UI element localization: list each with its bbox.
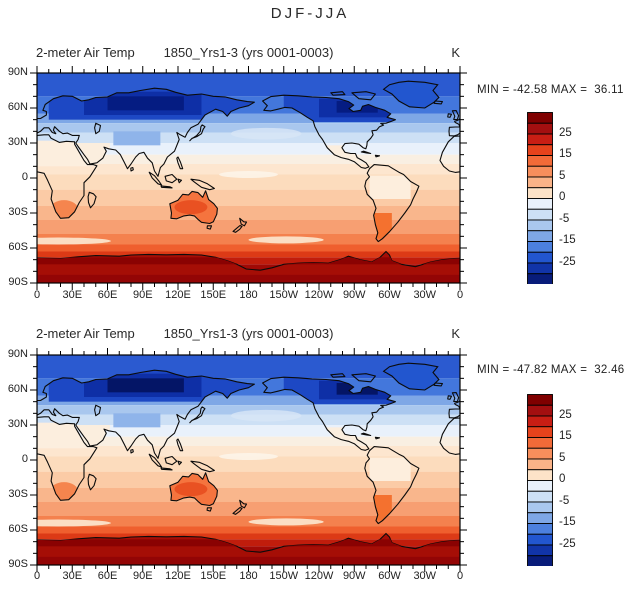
panel2-units-label: K bbox=[451, 326, 460, 341]
colorbar-tick-label: -15 bbox=[559, 516, 576, 528]
panel1-minmax-stats: MIN = -42.58 MAX = 36.11 bbox=[477, 84, 624, 96]
lat-tick-label: 90S bbox=[8, 558, 28, 570]
lon-tick-label: 30E bbox=[62, 289, 83, 301]
panel1-units-label: K bbox=[451, 45, 460, 60]
lon-tick-label: 120W bbox=[304, 289, 334, 301]
colorbar-tick-label: 15 bbox=[559, 430, 572, 442]
lon-tick-label: 60E bbox=[97, 570, 118, 582]
lon-tick-label: 60W bbox=[378, 289, 401, 301]
lon-tick-label: 90W bbox=[342, 289, 366, 301]
lon-tick-label: 120E bbox=[165, 289, 191, 301]
colorbar-tick-label: 0 bbox=[559, 473, 566, 485]
panel2-title-center: 1850_Yrs1-3 (yrs 0001-0003) bbox=[163, 326, 334, 341]
colorbar-tick-label: 15 bbox=[559, 148, 572, 160]
panel2-minmax-stats: MIN = -47.82 MAX = 32.46 bbox=[477, 364, 625, 376]
colorbar-tick-label: 5 bbox=[559, 451, 566, 464]
lat-tick-label: 90N bbox=[7, 348, 28, 360]
colorbar-tick-label: 5 bbox=[559, 169, 566, 182]
colorbar-tick-label: 25 bbox=[559, 126, 572, 139]
lat-tick-label: 0 bbox=[21, 171, 28, 183]
lon-tick-label: 150W bbox=[269, 570, 299, 582]
lon-tick-label: 0 bbox=[456, 570, 464, 582]
lat-tick-label: 60S bbox=[8, 523, 28, 535]
lon-tick-label: 30E bbox=[62, 570, 83, 582]
lon-tick-label: 60W bbox=[378, 570, 401, 582]
colorbar-tick-label: -5 bbox=[559, 494, 570, 507]
lat-tick-label: 30N bbox=[7, 418, 28, 430]
lon-tick-label: 180 bbox=[239, 289, 258, 301]
lat-tick-label: 30S bbox=[8, 488, 28, 500]
map-panel-2 bbox=[30, 348, 467, 572]
lat-tick-label: 0 bbox=[21, 453, 28, 465]
lat-tick-label: 60N bbox=[7, 383, 28, 395]
panel1-title-left: 2-meter Air Temp bbox=[36, 45, 135, 60]
lon-tick-label: 150E bbox=[200, 570, 227, 582]
lat-tick-label: 30S bbox=[8, 206, 28, 218]
map-panel-1 bbox=[30, 66, 467, 290]
lon-tick-label: 30W bbox=[413, 570, 437, 582]
lon-tick-label: 150E bbox=[200, 289, 227, 301]
colorbar-tick-label: -15 bbox=[559, 234, 576, 246]
lat-tick-label: 60S bbox=[8, 241, 28, 253]
colorbar-tick-label: 25 bbox=[559, 408, 572, 421]
lat-tick-label: 30N bbox=[7, 136, 28, 148]
panel2-colorbar bbox=[527, 394, 553, 566]
lon-tick-label: 180 bbox=[239, 570, 258, 582]
colorbar-tick-label: -5 bbox=[559, 212, 570, 225]
panel1-colorbar bbox=[527, 112, 553, 284]
lon-tick-label: 90E bbox=[132, 289, 153, 301]
lon-tick-label: 90W bbox=[342, 570, 366, 582]
lat-tick-label: 90S bbox=[8, 276, 28, 288]
panel2-title-left: 2-meter Air Temp bbox=[36, 326, 135, 341]
lat-tick-label: 90N bbox=[7, 66, 28, 78]
lon-tick-label: 60E bbox=[97, 289, 118, 301]
lon-tick-label: 0 bbox=[456, 289, 464, 301]
colorbar-tick-label: -25 bbox=[559, 537, 576, 550]
panel1-title-center: 1850_Yrs1-3 (yrs 0001-0003) bbox=[163, 45, 334, 60]
lon-tick-label: 0 bbox=[33, 289, 41, 301]
colorbar-tick-label: -25 bbox=[559, 255, 576, 268]
lon-tick-label: 120E bbox=[165, 570, 191, 582]
lon-tick-label: 120W bbox=[304, 570, 334, 582]
lon-tick-label: 150W bbox=[269, 289, 299, 301]
lat-tick-label: 60N bbox=[7, 101, 28, 113]
lon-tick-label: 90E bbox=[132, 570, 153, 582]
lon-tick-label: 0 bbox=[33, 570, 41, 582]
figure-title: DJF-JJA bbox=[270, 5, 350, 22]
colorbar-tick-label: 0 bbox=[559, 191, 566, 203]
lon-tick-label: 30W bbox=[413, 289, 437, 301]
